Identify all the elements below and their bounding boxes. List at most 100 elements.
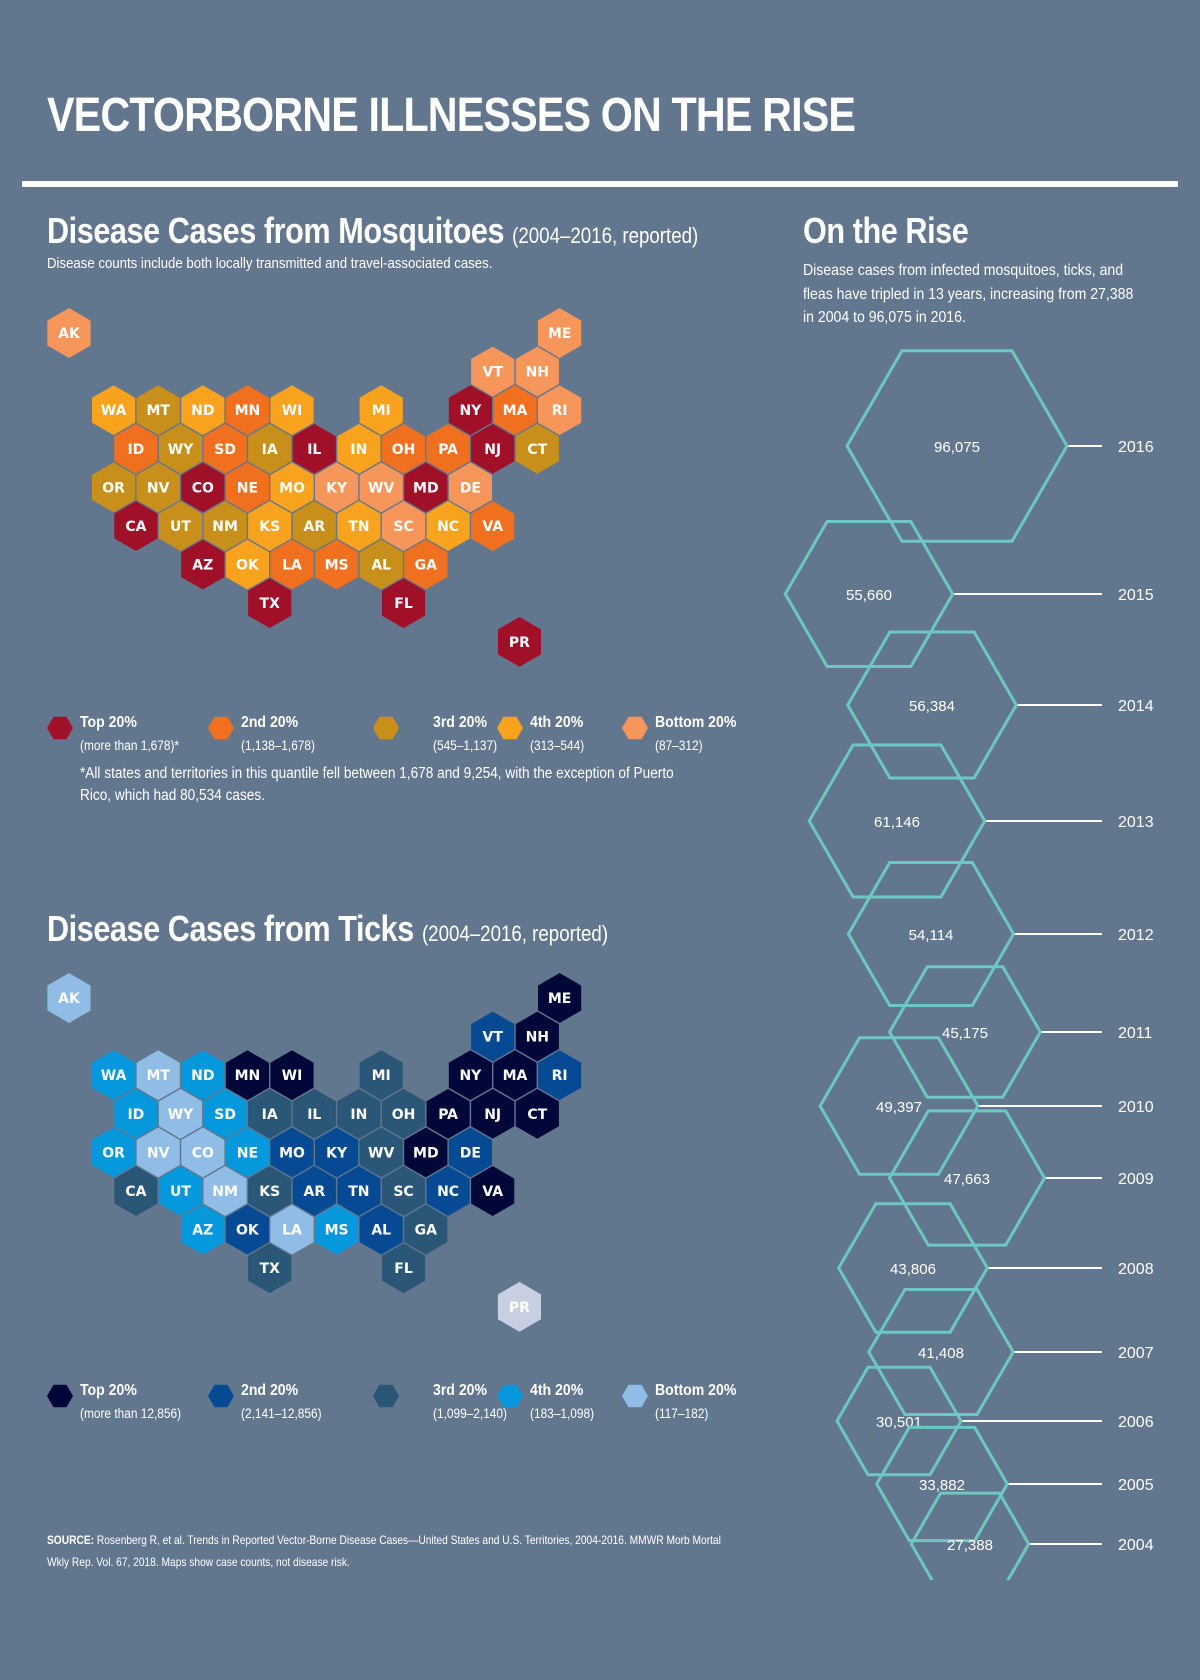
state-label: MA [503,403,528,419]
state-hex-ri: RI [537,1049,583,1102]
state-label: KY [326,1145,348,1161]
year-hex-2010: 49,397 2010 [818,1036,1154,1176]
state-label: NE [237,480,258,496]
mosquito-description: Disease counts include both locally tran… [47,255,493,272]
state-hex-shape [496,615,542,668]
legend-title: 2nd 20% [241,714,299,731]
year-hex-outline [807,743,987,899]
state-label: NC [437,519,459,535]
state-label: VT [483,1030,504,1046]
year-value-label: 96,075 [934,439,980,456]
legend-range: (1,099–2,140) [433,1406,507,1421]
year-label: 2004 [1118,1537,1154,1554]
state-hex-in: IN [336,1087,382,1140]
state-hex-de: DE [447,1126,493,1179]
state-hex-nc: NC [425,1164,471,1218]
legend-swatch-shape [373,716,399,740]
year-value-label: 54,114 [909,927,954,944]
state-label: OR [102,1145,125,1161]
mosquito-legend: Top 20% (more than 1,678)* 2nd 20% (1,138–1… [47,714,767,764]
state-label: MN [235,403,261,419]
state-label: GA [415,558,437,574]
year-hex-2014: 56,384 2014 [845,630,1154,780]
mosquito-heading-sub: (2004–2016, reported) [512,223,699,248]
state-hex-md: MD [403,461,449,514]
state-label: CA [125,519,146,535]
state-label: NV [147,1145,170,1161]
legend-title: 4th 20% [530,1382,584,1399]
state-label: WY [168,442,194,458]
year-hex-outline [836,1202,990,1334]
legend-swatch-hex [622,716,648,740]
state-label: MS [325,558,349,574]
state-label: SC [393,519,413,535]
state-label: IN [350,1107,367,1123]
state-label: WV [368,1145,394,1161]
state-hex-oh: OH [380,422,427,475]
year-hex-2009: 47,663 2009 [887,1109,1154,1247]
state-hex-tx: TX [247,1242,293,1295]
state-label: CT [527,442,547,458]
source-label: SOURCE: [47,1533,95,1547]
state-label: LA [282,1223,302,1239]
state-label: PA [438,442,458,458]
state-label: NM [212,1184,238,1200]
legend-title: 2nd 20% [241,1382,299,1399]
state-hex-ky: KY [314,1126,360,1179]
state-hex-ct: CT [514,1087,560,1140]
year-hex-outline [874,1425,1010,1543]
year-hex-2004: 27,388 2004 [909,1491,1154,1580]
state-hex-shape [514,422,560,475]
state-label: UT [170,1184,191,1200]
year-label: 2013 [1118,814,1154,831]
state-label: PR [509,635,530,651]
state-hex-shape [496,1280,542,1333]
year-hex-2015: 55,660 2015 [783,520,1154,668]
legend-swatch-shape [47,716,73,740]
state-hex-ak: AK [46,971,92,1025]
ticks-legend: Top 20% (more than 12,856) 2nd 20% (2,141–1… [47,1382,767,1432]
year-label: 2009 [1118,1171,1154,1188]
state-hex-ks: KS [247,499,293,553]
legend-swatch-shape [497,1384,523,1408]
state-hex-nj: NJ [470,1087,516,1140]
title-divider [22,181,1178,187]
state-hex-shape [46,306,92,360]
legend-range: (313–544) [530,738,585,753]
state-hex-wv: WV [358,461,404,514]
state-hex-ca: CA [113,1164,159,1218]
legend-range: (2,141–12,856) [241,1406,322,1421]
year-hex-outline [867,1288,1015,1416]
year-hex-outline [845,630,1019,780]
state-hex-ky: KY [314,461,360,514]
rise-hex-chart: 96,075 2016 55,660 2015 56,384 2014 61,146 2013… [783,349,1154,1580]
state-label: VA [482,1184,503,1200]
legend-swatch-hex [47,716,73,740]
state-hex-ri: RI [537,384,583,437]
legend-swatch-hex [373,716,399,740]
state-label: ME [548,326,572,342]
year-hex-outline [845,349,1069,543]
state-hex-pr: PR [496,1280,542,1333]
state-label: AL [371,558,391,574]
legend-swatch-hex [373,1384,399,1408]
state-hex-shape [247,577,293,630]
state-hex-ak: AK [46,306,92,360]
year-value-label: 27,388 [947,1537,993,1554]
state-label: VA [482,519,503,535]
year-label: 2007 [1118,1345,1154,1362]
legend-swatch-shape [208,716,234,740]
state-label: NJ [484,1107,501,1123]
year-hex-2012: 54,114 2012 [846,861,1154,1007]
state-label: NM [212,519,238,535]
mosquito-hex-map: AK ME VT NH WA MT ND MN WI MI NY MA RI ID WY SD IA IL IN OH… [46,306,583,668]
state-hex-ne: NE [224,461,270,514]
state-label: MD [413,480,439,496]
ticks-heading: Disease Cases from Ticks (2004–2016, rep… [47,908,608,950]
state-hex-mi: MI [358,384,404,437]
state-hex-shape [514,1087,560,1140]
legend-title: Top 20% [80,1382,137,1399]
state-label: AZ [192,558,213,574]
state-label: IL [307,1107,321,1123]
legend-swatch-hex [47,1384,73,1408]
